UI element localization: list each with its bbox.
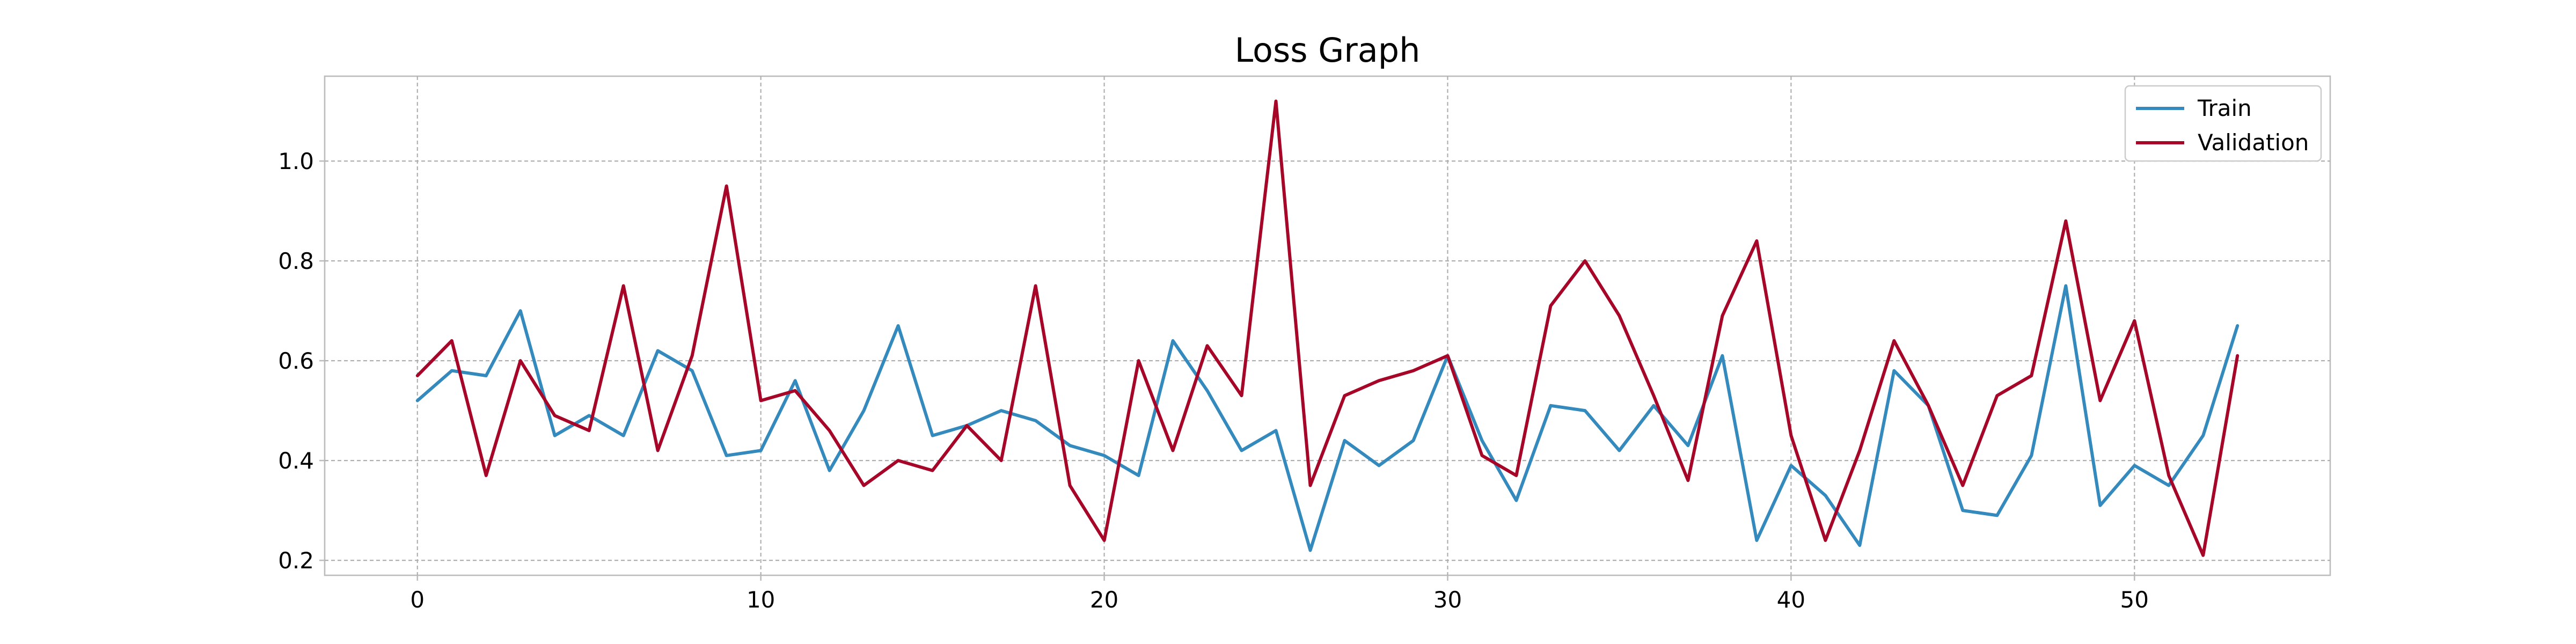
x-tick-label: 50 [2120,587,2149,613]
series-line-train [415,284,2240,552]
x-tick-label: 20 [1090,587,1118,613]
series-layer [415,99,2240,557]
tick-layer: 0 10 20 30 40 50 0.2 0.4 0.6 0.8 1.0 [278,148,2149,613]
y-tick-label: 0.2 [278,547,314,574]
legend-label-train: Train [2197,95,2252,121]
y-tick-label: 0.8 [278,248,314,274]
series-line-validation [415,99,2240,557]
x-tick-label: 40 [1777,587,1805,613]
y-tick-label: 0.6 [278,348,314,374]
chart-title: Loss Graph [1235,31,1421,70]
legend: Train Validation [2124,85,2322,162]
legend-label-validation: Validation [2198,129,2309,156]
x-tick-label: 30 [1433,587,1462,613]
x-tick-label: 10 [747,587,775,613]
y-tick-label: 0.4 [278,448,314,474]
x-tick-label: 0 [410,587,425,613]
grid-layer [325,76,2330,575]
y-tick-label: 1.0 [278,148,314,174]
